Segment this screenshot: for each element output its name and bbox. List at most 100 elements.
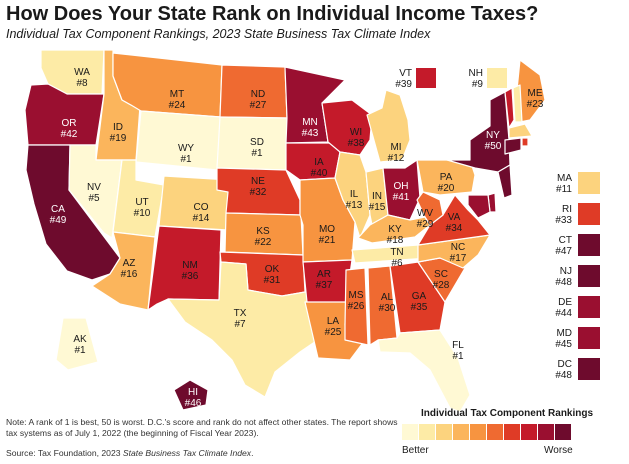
state-rank-nc: #17 xyxy=(450,253,467,264)
legend-better-label: Better xyxy=(402,445,429,456)
state-rank-nm: #36 xyxy=(182,271,199,282)
state-ma xyxy=(508,123,533,139)
side-code-de: DE xyxy=(558,297,572,308)
state-code-fl: FL xyxy=(452,340,464,351)
state-nj xyxy=(497,164,513,199)
state-fl xyxy=(377,329,471,413)
state-nh xyxy=(512,84,523,123)
state-rank-sc: #28 xyxy=(433,280,450,291)
callout-swatch-vt xyxy=(416,68,436,88)
state-rank-nd: #27 xyxy=(250,100,267,111)
legend-swatch xyxy=(453,424,469,440)
state-rank-ne: #32 xyxy=(250,187,267,198)
state-rank-ar: #37 xyxy=(316,280,333,291)
state-code-wy: WY xyxy=(178,143,194,154)
state-rank-pa: #20 xyxy=(438,183,455,194)
state-code-hi: HI xyxy=(188,387,198,398)
side-swatch-md xyxy=(578,327,600,349)
side-code-ri: RI xyxy=(562,204,572,215)
state-ga xyxy=(389,261,446,334)
state-rank-hi: #46 xyxy=(185,398,202,409)
state-rank-or: #42 xyxy=(61,129,78,140)
state-code-ny: NY xyxy=(486,130,500,141)
side-code-md: MD xyxy=(556,328,572,339)
state-md xyxy=(467,194,491,219)
callout-swatch-nh xyxy=(487,68,507,88)
state-code-tx: TX xyxy=(234,308,247,319)
state-code-nd: ND xyxy=(251,89,265,100)
state-code-mi: MI xyxy=(390,142,401,153)
state-code-ky: KY xyxy=(388,224,402,235)
state-code-in: IN xyxy=(372,191,382,202)
legend-swatch xyxy=(436,424,452,440)
state-rank-fl: #1 xyxy=(452,351,464,362)
state-code-ca: CA xyxy=(51,204,65,215)
legend-swatch xyxy=(419,424,435,440)
legend-swatch xyxy=(402,424,418,440)
state-rank-ia: #40 xyxy=(311,168,328,179)
state-code-wv: WV xyxy=(417,208,433,219)
state-code-az: AZ xyxy=(123,258,136,269)
callout-rank-vt: #39 xyxy=(395,79,412,90)
state-code-mt: MT xyxy=(170,89,184,100)
state-rank-ky: #18 xyxy=(387,235,404,246)
state-code-ks: KS xyxy=(256,226,270,237)
side-code-ct: CT xyxy=(559,235,572,246)
side-swatch-dc xyxy=(578,358,600,380)
state-rank-ga: #35 xyxy=(411,302,428,313)
state-hi xyxy=(173,379,209,411)
state-ak xyxy=(55,317,99,371)
legend-worse-label: Worse xyxy=(544,445,573,456)
legend-swatch xyxy=(487,424,503,440)
source-suffix: . xyxy=(251,448,254,458)
state-code-me: ME xyxy=(528,88,543,99)
page-title: How Does Your State Rank on Individual I… xyxy=(6,3,539,25)
state-rank-ok: #31 xyxy=(264,275,281,286)
state-code-ia: IA xyxy=(314,157,324,168)
state-rank-tn: #6 xyxy=(391,258,403,269)
side-rank-ct: #47 xyxy=(555,246,572,257)
state-rank-tx: #7 xyxy=(234,319,246,330)
state-rank-sd: #1 xyxy=(251,148,263,159)
state-code-ne: NE xyxy=(251,176,265,187)
state-rank-nv: #5 xyxy=(88,193,100,204)
state-rank-in: #15 xyxy=(369,202,386,213)
side-rank-ri: #33 xyxy=(555,215,572,226)
side-rank-dc: #48 xyxy=(555,370,572,381)
side-code-ma: MA xyxy=(557,173,572,184)
state-rank-mi: #12 xyxy=(388,153,405,164)
side-code-nj: NJ xyxy=(560,266,572,277)
state-mi xyxy=(366,89,411,163)
state-code-pa: PA xyxy=(440,172,453,183)
state-code-va: VA xyxy=(448,212,461,223)
state-rank-co: #14 xyxy=(193,213,210,224)
state-code-ut: UT xyxy=(135,197,148,208)
state-rank-mt: #24 xyxy=(169,100,186,111)
side-code-dc: DC xyxy=(558,359,572,370)
side-swatch-ri xyxy=(578,203,600,225)
state-rank-wy: #1 xyxy=(180,154,192,165)
state-or xyxy=(24,83,105,146)
state-ny xyxy=(446,91,511,173)
legend-swatch xyxy=(521,424,537,440)
state-rank-ks: #22 xyxy=(255,237,272,248)
state-code-oh: OH xyxy=(394,181,409,192)
side-swatch-de xyxy=(578,296,600,318)
state-code-ar: AR xyxy=(317,269,331,280)
state-code-ms: MS xyxy=(349,290,364,301)
side-rank-ma: #11 xyxy=(556,184,572,195)
state-code-nm: NM xyxy=(182,260,198,271)
side-swatch-ma xyxy=(578,172,600,194)
state-wi xyxy=(321,99,373,156)
legend-swatch xyxy=(504,424,520,440)
state-rank-mo: #21 xyxy=(319,235,336,246)
legend-swatch xyxy=(470,424,486,440)
legend-swatch xyxy=(555,424,571,440)
state-vt xyxy=(504,87,515,129)
state-rank-mn: #43 xyxy=(302,128,319,139)
state-code-tn: TN xyxy=(390,247,403,258)
side-rank-de: #44 xyxy=(555,308,572,319)
state-code-mo: MO xyxy=(319,224,335,235)
state-rank-az: #16 xyxy=(121,269,138,280)
state-code-ok: OK xyxy=(265,264,280,275)
